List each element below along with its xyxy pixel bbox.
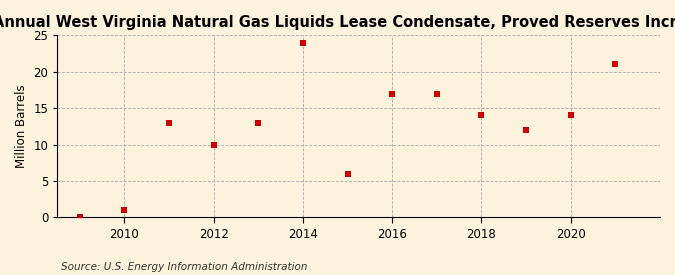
Point bbox=[119, 208, 130, 212]
Point bbox=[253, 120, 264, 125]
Point bbox=[342, 171, 353, 176]
Point bbox=[520, 128, 531, 132]
Point bbox=[431, 91, 442, 96]
Point bbox=[387, 91, 398, 96]
Title: Annual West Virginia Natural Gas Liquids Lease Condensate, Proved Reserves Incre: Annual West Virginia Natural Gas Liquids… bbox=[0, 15, 675, 30]
Point bbox=[610, 62, 621, 67]
Point bbox=[566, 113, 576, 118]
Point bbox=[476, 113, 487, 118]
Y-axis label: Million Barrels: Million Barrels bbox=[15, 84, 28, 168]
Text: Source: U.S. Energy Information Administration: Source: U.S. Energy Information Administ… bbox=[61, 262, 307, 272]
Point bbox=[163, 120, 174, 125]
Point bbox=[74, 215, 85, 219]
Point bbox=[298, 40, 308, 45]
Point bbox=[209, 142, 219, 147]
